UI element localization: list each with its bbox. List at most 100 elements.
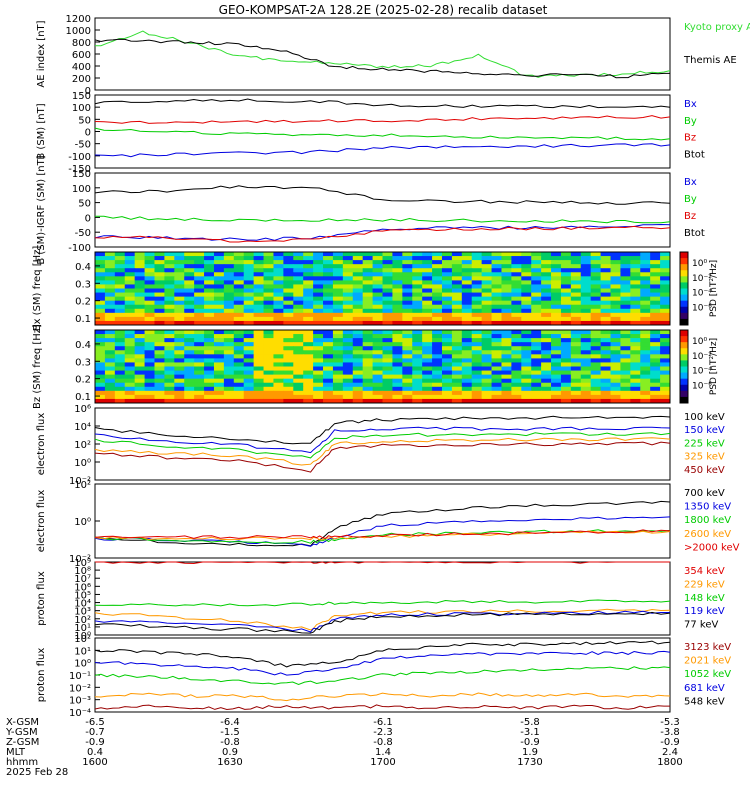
heat-cell [422,296,433,302]
heat-cell [441,366,453,372]
heat-cell [560,346,572,351]
y-tick-label: 0.1 [75,314,91,325]
heat-cell [511,312,522,318]
heat-cell [451,284,463,289]
heat-cell [313,382,324,388]
legend-label: Btot [684,149,705,160]
heat-cell [541,362,552,367]
heat-cell [213,292,225,298]
legend-label: By [684,194,697,205]
heat-cell [640,284,651,289]
heat-cell [164,280,175,285]
heat-cell [273,386,284,392]
heat-cell [303,304,314,310]
heat-cell [640,398,651,404]
heat-cell [204,390,215,396]
heat-cell [412,350,423,355]
heat-cell [223,378,235,384]
heat-cell [243,378,255,384]
heat-cell [590,268,602,273]
heat-cell [124,374,136,380]
heat-cell [144,354,155,359]
heat-cell [412,252,423,257]
heat-cell [154,272,165,277]
heat-cell [541,292,552,298]
heat-cell [491,330,502,335]
heat-cell [580,394,592,400]
heat-cell [600,386,612,392]
heat-cell [402,320,413,326]
heat-cell [600,260,612,265]
heat-cell [273,268,284,273]
heat-cell [650,260,661,265]
series-line [94,432,671,459]
heat-cell [481,394,493,400]
heat-cell [362,338,374,343]
heat-cell [154,284,165,289]
heat-cell [600,312,612,318]
heat-cell [432,390,443,396]
heat-cell [243,252,255,257]
heat-cell [124,330,136,335]
heat-cell [293,284,304,289]
y-axis-label: AE index [nT] [36,20,47,87]
heat-cell [580,292,592,298]
heat-cell [213,330,225,335]
heat-cell [104,268,116,273]
heat-cell [342,362,354,367]
heat-cell [164,334,175,339]
heat-cell [233,296,245,302]
heat-cell [293,256,304,261]
heat-cell [263,284,274,289]
colorbar-segment [680,390,688,398]
heat-cell [114,296,126,302]
heat-cell [184,320,195,326]
heat-cell [174,316,185,322]
heat-cell [283,382,294,388]
heat-cell [342,260,354,265]
heat-cell [104,304,116,310]
heat-cell [392,260,403,265]
heat-cell [580,256,592,261]
heat-cell [313,268,324,273]
heat-cell [610,260,621,265]
heat-cell [293,398,304,404]
heat-cell [303,330,314,335]
heat-cell [610,292,621,298]
heat-cell [630,370,641,376]
heat-cell [580,316,592,322]
heat-cell [253,358,265,363]
heat-cell [501,338,512,343]
heat-cell [660,276,671,281]
heat-cell [580,374,592,380]
heat-cell [511,280,522,285]
colorbar-tick-label: 10⁰ [692,337,707,347]
heat-cell [461,252,473,257]
heat-cell [640,370,651,376]
heat-cell [164,342,175,347]
heat-cell [392,394,403,400]
heat-cell [213,276,225,281]
heat-cell [481,398,493,404]
heat-cell [570,342,582,347]
heat-cell [501,284,512,289]
heat-cell [610,334,621,339]
heat-cell [640,308,651,314]
heat-cell [124,256,136,261]
heat-cell [95,252,106,257]
heat-cell [184,358,195,363]
heat-cell [570,264,582,269]
heat-cell [441,260,453,265]
heat-cell [263,304,274,310]
heat-cell [531,362,542,367]
heat-cell [620,280,631,285]
heat-cell [461,280,473,285]
heat-cell [521,320,532,326]
heat-cell [223,350,235,355]
heat-cell [134,382,146,388]
heat-cell [194,358,205,363]
heat-cell [204,272,215,277]
heat-cell [352,268,364,273]
heat-cell [114,394,126,400]
heat-cell [531,330,542,335]
